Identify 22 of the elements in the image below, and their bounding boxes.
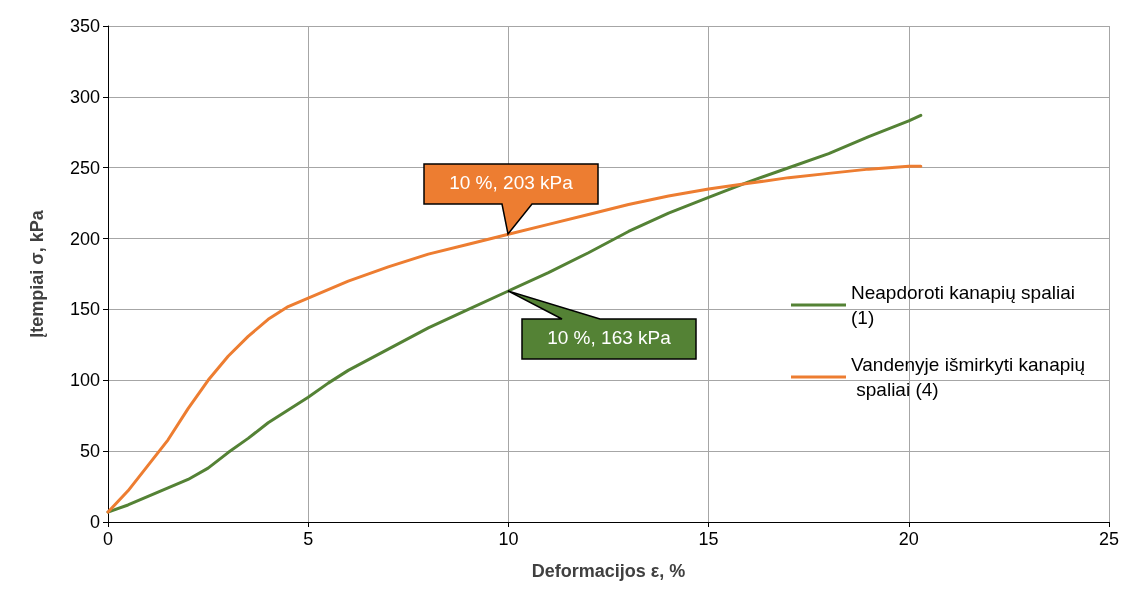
annotation: 10 %, 163 kPa [547,327,672,349]
y-tick-label: 200 [69,228,100,249]
x-tick-label: 0 [102,529,114,549]
callout-box: 10 %, 163 kPa [507,290,698,360]
y-tick-label: 100 [69,370,100,391]
y-tick-label: 250 [69,157,100,178]
annotation: 10 %, 203 kPa [449,172,574,194]
x-axis-title: Deformacijos ε, % [531,561,686,581]
x-tick-label: 10 [498,529,519,549]
x-tick-label: 15 [698,529,719,549]
x-tick-label: 20 [898,529,919,549]
x-tick-label: 25 [1098,529,1120,549]
y-tick-label: 50 [79,441,100,462]
y-tick-label: 150 [69,299,100,320]
x-tick-label: 5 [303,529,314,549]
y-tick-label: 0 [89,512,100,532]
y-axis-title: Įtempiai σ, kPa [27,209,47,338]
legend-label: Neapdoroti kanapių spaliai (1) [851,282,1081,328]
y-tick-label: 350 [69,16,100,36]
callout-box: 10 %, 203 kPa [423,163,600,236]
y-tick-label: 300 [69,86,100,107]
legend-label: Vandenyje išmirkyti kanapių spaliai (4) [851,354,1086,400]
